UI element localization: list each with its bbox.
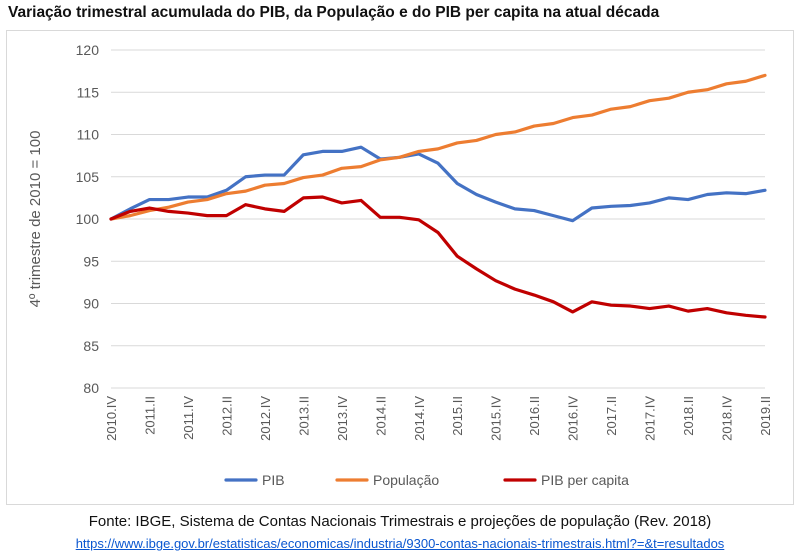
x-tick-label: 2014.II bbox=[373, 396, 388, 436]
source-link[interactable]: https://www.ibge.gov.br/estatisticas/eco… bbox=[75, 536, 725, 551]
x-tick-label: 2015.II bbox=[450, 396, 465, 436]
y-tick-label: 120 bbox=[76, 42, 100, 58]
y-tick-label: 100 bbox=[76, 211, 100, 227]
legend-label: PIB bbox=[262, 472, 285, 488]
y-tick-label: 115 bbox=[77, 84, 100, 100]
x-tick-label: 2017.II bbox=[604, 396, 619, 436]
y-tick-label: 105 bbox=[76, 169, 100, 185]
chart-area: 80 85 90 95 100 105 110 115 120 4º trimestre de 2… bbox=[6, 30, 794, 505]
x-tick-label: 2019.II bbox=[758, 396, 773, 436]
y-tick-label: 110 bbox=[77, 127, 100, 143]
line-chart: 80 85 90 95 100 105 110 115 120 4º trimestre de 2… bbox=[27, 42, 773, 488]
series-line-3 bbox=[109, 195, 767, 319]
series-line-2 bbox=[109, 73, 767, 221]
series-line-1 bbox=[109, 145, 767, 223]
x-tick-label: 2013.IV bbox=[335, 396, 350, 441]
x-tick-label: 2010.IV bbox=[104, 396, 119, 441]
source-caption: Fonte: IBGE, Sistema de Contas Nacionais… bbox=[88, 513, 712, 530]
x-tick-label: 2011.IV bbox=[181, 396, 196, 440]
legend-label: População bbox=[373, 472, 439, 488]
x-tick-label: 2014.IV bbox=[412, 396, 427, 441]
x-tick-label: 2015.IV bbox=[489, 396, 504, 441]
x-tick-label: 2016.II bbox=[527, 396, 542, 436]
x-tick-label: 2016.IV bbox=[566, 396, 581, 441]
legend-label: PIB per capita bbox=[541, 472, 629, 488]
x-tick-label: 2012.IV bbox=[258, 396, 273, 441]
x-tick-label: 2012.II bbox=[219, 396, 234, 436]
page-title: Variação trimestral acumulada do PIB, da… bbox=[8, 4, 660, 21]
y-axis-label: 4º trimestre de 2010 = 100 bbox=[27, 131, 44, 308]
x-tick-label: 2018.II bbox=[681, 396, 696, 436]
y-tick-label: 85 bbox=[83, 338, 99, 354]
y-tick-label: 95 bbox=[83, 253, 99, 269]
y-tick-label: 80 bbox=[83, 380, 99, 396]
x-tick-label: 2018.IV bbox=[720, 396, 735, 441]
y-tick-label: 90 bbox=[83, 296, 99, 312]
x-tick-label: 2011.II bbox=[142, 396, 157, 435]
x-tick-label: 2017.IV bbox=[643, 396, 658, 441]
x-tick-label: 2013.II bbox=[296, 396, 311, 436]
